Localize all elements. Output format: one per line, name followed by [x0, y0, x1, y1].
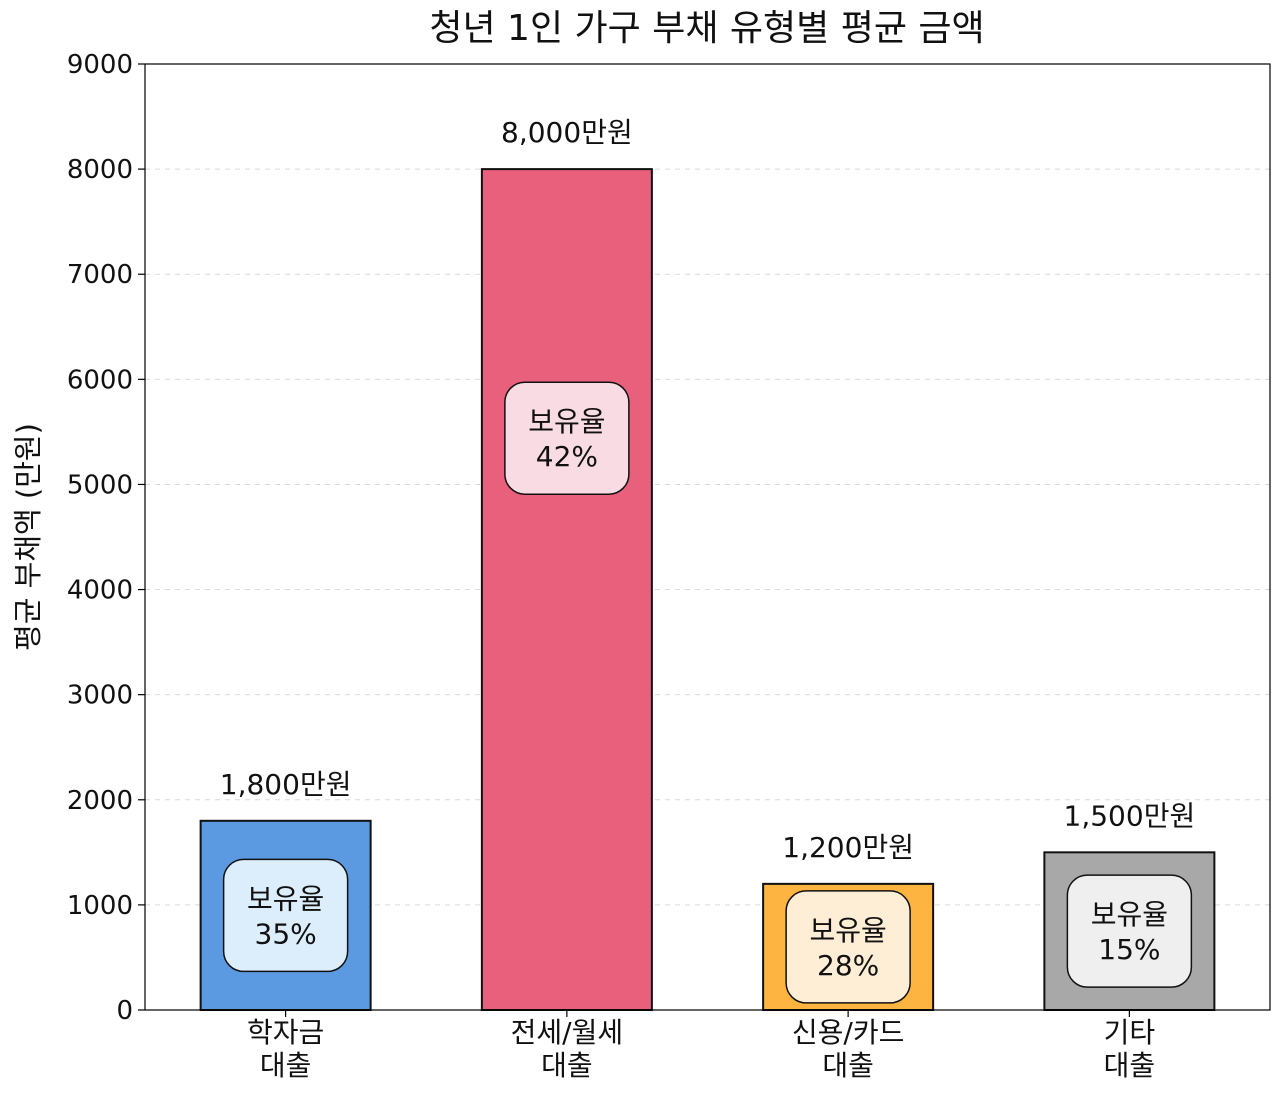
rate-box-label: 보유율	[247, 882, 324, 915]
rate-box-label: 보유율	[809, 914, 886, 947]
x-tick-label: 대출	[260, 1049, 312, 1082]
rate-box-label: 보유율	[528, 405, 605, 438]
y-tick-label: 7000	[67, 260, 133, 290]
chart-title: 청년 1인 가구 부채 유형별 평균 금액	[429, 8, 984, 49]
bars: 1,800만원보유율35%8,000만원보유율42%1,200만원보유율28%1…	[199, 116, 1216, 1012]
y-tick-label: 4000	[67, 576, 133, 606]
x-tick-label: 전세/월세	[511, 1016, 623, 1049]
plot-frame	[144, 63, 1271, 1011]
bar-value-label: 8,000만원	[501, 116, 633, 149]
rate-box	[504, 381, 630, 495]
x-tick-label: 기타	[1104, 1016, 1156, 1049]
rate-box	[1066, 874, 1193, 988]
rate-box-value: 15%	[1098, 933, 1160, 966]
y-tick-label: 5000	[67, 470, 133, 500]
y-axis-ticks: 0 1000 2000 3000 4000 5000 6000 7000 8000 9000	[67, 50, 145, 1026]
y-tick-label: 6000	[67, 365, 133, 395]
y-tick-label: 3000	[67, 681, 133, 711]
rate-box-value: 42%	[536, 440, 598, 473]
x-tick-label: 대출	[541, 1049, 593, 1082]
y-tick-label: 2000	[67, 786, 133, 816]
y-tick-label: 0	[116, 996, 133, 1026]
bar-value-label: 1,200만원	[782, 831, 914, 864]
rate-box-value: 28%	[817, 949, 879, 982]
y-tick-label: 1000	[67, 891, 133, 921]
y-axis-label: 평균 부채액 (만원)	[11, 423, 45, 651]
gridlines	[145, 168, 1270, 906]
bar-value-label: 1,500만원	[1064, 799, 1196, 832]
bar	[480, 168, 653, 1012]
rate-box-label: 보유율	[1091, 898, 1168, 931]
x-tick-label: 학자금	[247, 1016, 324, 1049]
rate-box	[785, 890, 911, 1004]
rate-box-value: 35%	[255, 917, 317, 950]
x-tick-label: 신용/카드	[792, 1016, 904, 1049]
x-tick-label: 대출	[822, 1049, 874, 1082]
rate-box	[222, 858, 349, 973]
y-tick-label: 8000	[67, 155, 133, 185]
y-tick-label: 9000	[67, 50, 133, 80]
bar-value-label: 1,800만원	[220, 768, 352, 801]
x-tick-label: 대출	[1104, 1049, 1156, 1082]
